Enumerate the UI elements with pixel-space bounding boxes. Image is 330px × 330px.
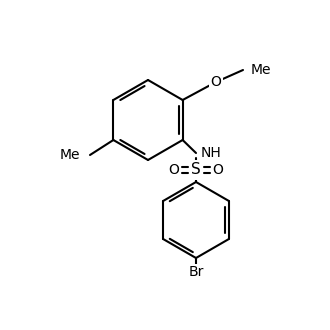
Text: O: O xyxy=(211,75,221,89)
Text: Br: Br xyxy=(188,265,204,279)
Text: Me: Me xyxy=(251,63,272,77)
Text: O: O xyxy=(213,163,223,177)
Text: O: O xyxy=(169,163,180,177)
Text: NH: NH xyxy=(201,146,222,160)
Text: Me: Me xyxy=(59,148,80,162)
Text: S: S xyxy=(191,162,201,178)
